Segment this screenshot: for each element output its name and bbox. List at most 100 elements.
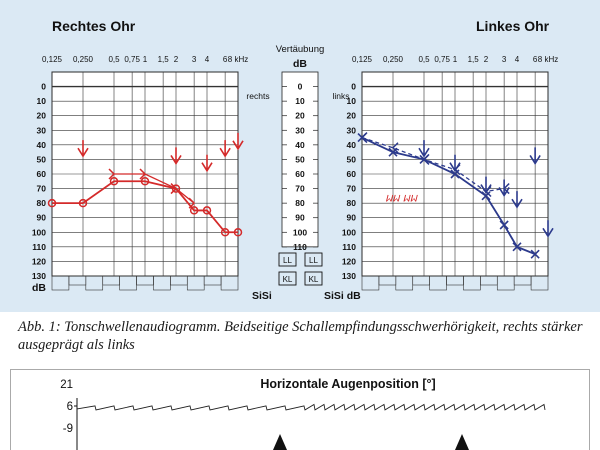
right-data-point bbox=[220, 228, 230, 237]
figure-caption: Abb. 1: Tonschwellenaudiogramm. Beidseit… bbox=[18, 319, 583, 353]
right-data-point bbox=[171, 184, 181, 193]
mask-header: Vertäubung bbox=[276, 44, 325, 55]
mask-tick-label: 60 bbox=[295, 169, 305, 179]
left-ear-audiogram: 0,125 0,250 0,5 0,75 1 1,5 2 3 4 6 8 kHz 0 10 20 30 40 5… bbox=[342, 55, 558, 291]
left-db-tick: 80 bbox=[347, 198, 357, 208]
eye-y-tick: -9 bbox=[63, 423, 73, 435]
right-data-point bbox=[140, 177, 150, 186]
left-data-point bbox=[530, 249, 540, 259]
left-threshold-arrow bbox=[480, 176, 492, 195]
left-freq-tick: 0,125 bbox=[352, 55, 373, 64]
left-threshold-arrow bbox=[511, 191, 523, 209]
right-freq-tick: 3 bbox=[192, 55, 197, 64]
left-bone-point bbox=[391, 142, 399, 154]
mask-tick-label: 40 bbox=[295, 140, 305, 150]
event-marker-arrow bbox=[273, 434, 287, 450]
right-ear-title: Rechtes Ohr bbox=[52, 18, 136, 34]
right-freq-tick: 4 bbox=[205, 55, 210, 64]
event-marker-arrow bbox=[455, 434, 469, 450]
right-sisi-cell bbox=[220, 275, 239, 291]
right-bone-conduction-line bbox=[114, 173, 195, 204]
box-ll-right-label: LL bbox=[283, 256, 292, 265]
left-db-tick: 130 bbox=[342, 271, 356, 281]
sisi-label: SiSi bbox=[252, 290, 272, 302]
left-freq-tick: 6 bbox=[533, 55, 538, 64]
right-freq-tick: 8 kHz bbox=[228, 55, 248, 64]
mask-scale-box bbox=[281, 71, 319, 248]
mask-right-label: rechts bbox=[246, 91, 269, 101]
mask-tick-label: 80 bbox=[295, 198, 305, 208]
right-threshold-arrow bbox=[232, 132, 244, 151]
left-threshold-arrow bbox=[449, 154, 461, 173]
left-freq-tick: 1,5 bbox=[468, 55, 480, 64]
left-db-tick: 10 bbox=[347, 96, 357, 106]
right-db-tick: 10 bbox=[37, 96, 47, 106]
right-db-tick: 30 bbox=[37, 125, 47, 135]
left-freq-tick: 0,250 bbox=[383, 55, 404, 64]
right-bone-point bbox=[188, 197, 196, 209]
right-db-unit: dB bbox=[32, 282, 46, 294]
left-bone-point bbox=[360, 132, 368, 144]
right-db-tick: 60 bbox=[37, 169, 47, 179]
audiogram-figure: Rechtes Ohr Linkes Ohr Vertäubung dB rec… bbox=[0, 0, 600, 312]
right-threshold-arrow bbox=[201, 154, 213, 173]
left-db-tick: 50 bbox=[347, 154, 357, 164]
left-db-tick: 120 bbox=[342, 256, 356, 266]
box-ll-right bbox=[278, 252, 297, 267]
left-sisi-cell bbox=[530, 275, 549, 291]
box-kl-left bbox=[304, 271, 323, 286]
eye-y-tick: 6 bbox=[67, 401, 73, 413]
left-annotation: ᥕᥕ ᥕᥕ bbox=[385, 190, 418, 204]
mask-unit: dB bbox=[293, 58, 307, 70]
right-db-tick: 20 bbox=[37, 111, 47, 121]
right-freq-tick: 0,250 bbox=[73, 55, 94, 64]
right-db-tick: 40 bbox=[37, 140, 47, 150]
left-db-tick: 0 bbox=[351, 82, 356, 92]
right-db-tick: 110 bbox=[32, 242, 46, 252]
left-freq-tick: 8 kHz bbox=[538, 55, 558, 64]
right-freq-tick: 0,125 bbox=[42, 55, 63, 64]
left-freq-tick: 0,75 bbox=[434, 55, 450, 64]
right-threshold-arrow bbox=[170, 147, 182, 165]
right-bone-point bbox=[139, 168, 147, 180]
box-ll-left bbox=[304, 252, 323, 267]
right-db-tick: 90 bbox=[37, 213, 47, 223]
left-threshold-arrow bbox=[418, 140, 430, 158]
mask-tick-label: 0 bbox=[298, 82, 303, 92]
box-ll-left-label: LL bbox=[309, 256, 318, 265]
right-data-point bbox=[109, 177, 119, 186]
box-kl-left-label: KL bbox=[309, 275, 319, 284]
left-freq-tick: 2 bbox=[484, 55, 489, 64]
mask-tick-label: 50 bbox=[295, 154, 305, 164]
left-air-conduction-line bbox=[361, 136, 536, 255]
left-threshold-arrow bbox=[529, 147, 541, 165]
box-kl-right bbox=[278, 271, 297, 286]
left-freq-tick: 1 bbox=[453, 55, 458, 64]
box-kl-right-label: KL bbox=[283, 275, 293, 284]
mask-tick-label: 10 bbox=[295, 96, 305, 106]
right-freq-tick: 1,5 bbox=[158, 55, 170, 64]
left-ear-title: Linkes Ohr bbox=[476, 18, 550, 34]
left-db-tick: 70 bbox=[347, 184, 357, 194]
eye-position-chart: 21 6 -9 bbox=[60, 379, 546, 450]
eye-y-tick: 21 bbox=[60, 379, 73, 391]
right-freq-tick: 6 bbox=[223, 55, 228, 64]
right-bone-point bbox=[170, 183, 178, 195]
right-db-tick: 80 bbox=[37, 198, 47, 208]
eye-position-figure: Horizontale Augenposition [°] 21 6 -9 bbox=[10, 369, 590, 450]
right-freq-tick: 0,75 bbox=[124, 55, 140, 64]
right-freq-tick: 2 bbox=[174, 55, 179, 64]
right-db-tick: 130 bbox=[32, 271, 46, 281]
eye-position-trace bbox=[76, 403, 546, 411]
left-bone-point bbox=[422, 153, 430, 165]
left-data-point bbox=[499, 220, 509, 230]
sisi-db-label: SiSi dB bbox=[324, 290, 361, 302]
right-data-point bbox=[78, 198, 88, 208]
mask-tick-label: 90 bbox=[295, 213, 305, 223]
left-db-tick: 110 bbox=[342, 242, 356, 252]
right-db-tick: 0 bbox=[41, 82, 46, 92]
right-db-tick: 50 bbox=[37, 154, 47, 164]
mask-tick-label: 70 bbox=[295, 184, 305, 194]
right-db-tick: 100 bbox=[32, 227, 46, 237]
right-freq-tick: 0,5 bbox=[108, 55, 120, 64]
